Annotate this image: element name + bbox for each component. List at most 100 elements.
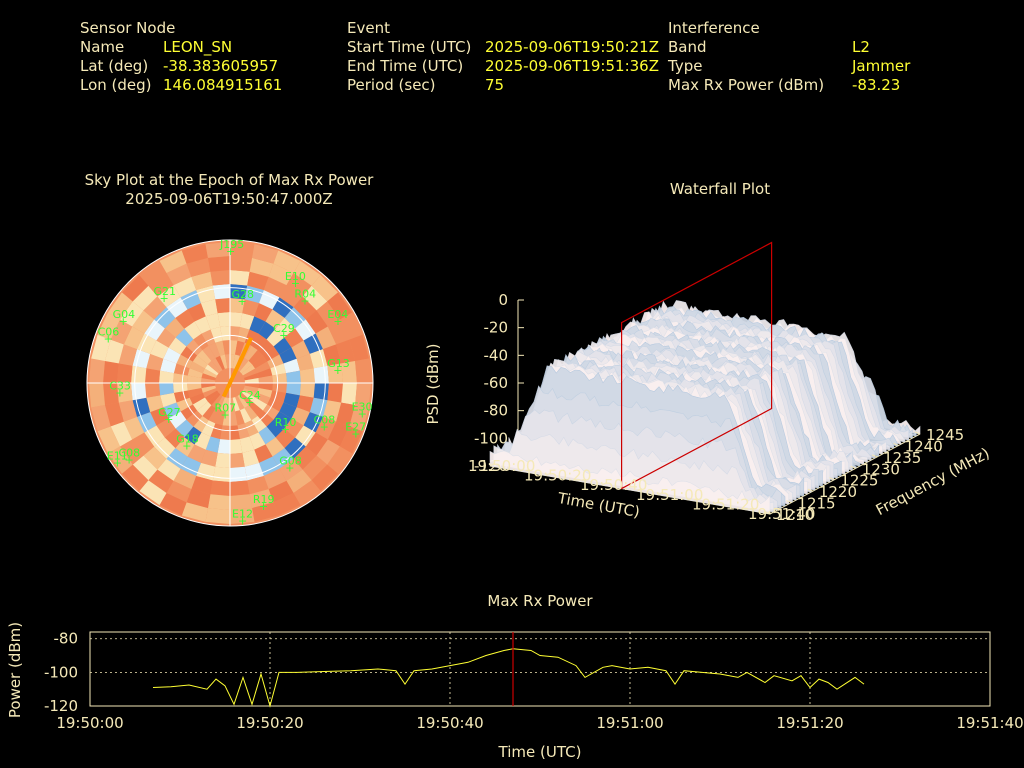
skyplot-cell <box>249 489 274 509</box>
skyplot-cell <box>191 476 213 495</box>
skyplot-cell <box>159 383 174 396</box>
skyplot-cell <box>232 354 240 369</box>
skyplot-cell <box>215 452 230 468</box>
skyplot-cell <box>193 415 209 433</box>
power-y-axis-label: Power (dBm) <box>6 622 24 718</box>
skyplot-cell <box>293 446 317 470</box>
skyplot-cell <box>311 464 339 492</box>
skyplot-cell <box>249 316 266 334</box>
satellite-label: R07 <box>214 401 236 414</box>
skyplot-cell <box>283 358 300 374</box>
skyplot-cell <box>121 464 149 492</box>
skyplot-cell <box>173 383 188 393</box>
sensor-name-label: Name <box>80 38 125 56</box>
skyplot-cell <box>241 364 256 376</box>
skyplot-cell <box>97 312 121 340</box>
satellite-label: G04 <box>113 308 136 321</box>
satellite-label: E04 <box>327 308 348 321</box>
skyplot-cell <box>163 402 181 419</box>
skyplot-cell <box>232 397 240 412</box>
satellite-marker: + <box>119 315 128 328</box>
skyplot-cell <box>263 276 287 298</box>
skyplot-cell <box>205 436 221 453</box>
skyplot-cell <box>189 392 205 405</box>
skyplot-cell <box>222 411 230 426</box>
maxpower-title: Max Rx Power <box>487 592 593 610</box>
skyplot-cell <box>239 360 253 374</box>
skyplot-cell <box>192 355 208 369</box>
satellite-marker: + <box>281 423 290 436</box>
skyplot-cell <box>173 468 197 490</box>
skyplot-cell <box>267 397 284 412</box>
waterfall-time-tick <box>489 462 496 467</box>
skyplot-cell <box>180 346 198 362</box>
skyplot-cell <box>323 400 342 422</box>
interference-band-value: L2 <box>852 38 870 56</box>
skyplot-cell <box>220 425 230 440</box>
skyplot-cell <box>186 489 211 509</box>
sensor-lat-label: Lat (deg) <box>80 57 149 75</box>
power-x-tick-label: 19:50:40 <box>416 714 483 732</box>
skyplot-cell <box>136 333 157 354</box>
satellite-marker: + <box>220 408 229 421</box>
skyplot-cell <box>339 426 363 454</box>
skyplot-cell <box>181 244 208 264</box>
skyplot-cell <box>272 383 287 393</box>
skyplot-cell <box>349 405 369 432</box>
skyplot-cell <box>341 383 357 406</box>
skyplot-cell <box>279 347 297 364</box>
sensor-lon-label: Lon (deg) <box>80 76 152 94</box>
power-y-tick-label: -120 <box>44 697 78 715</box>
skyplot-cell <box>166 297 188 318</box>
skyplot-cell <box>251 333 267 351</box>
satellite-marker: + <box>285 462 294 475</box>
skyplot-cell <box>302 455 328 481</box>
satellite-label: E12 <box>232 508 253 521</box>
skyplot-cell <box>173 363 190 376</box>
skyplot-cell <box>279 402 297 419</box>
skyplot-cell <box>175 419 194 438</box>
skyplot-cell <box>132 310 155 334</box>
power-plot-frame <box>89 631 991 707</box>
skyplot-cell <box>315 326 337 350</box>
skyplot-cell <box>97 426 121 454</box>
skyplot-cell <box>166 480 192 503</box>
skyplot-jammer-direction <box>221 336 253 398</box>
event-heading: Event <box>347 19 390 37</box>
skyplot-cell <box>215 355 225 371</box>
skyplot-cell <box>268 263 294 286</box>
skyplot-cell <box>224 354 230 369</box>
waterfall-time-tick <box>545 472 552 477</box>
skyplot-cell <box>159 492 187 516</box>
skyplot-cell <box>160 392 177 408</box>
skyplot-cell <box>242 449 260 467</box>
skyplot-cell <box>144 319 165 341</box>
sensor-lat-value: -38.383605957 <box>163 57 279 75</box>
waterfall-freq-tick <box>914 431 921 435</box>
skyplot-cell <box>104 402 124 427</box>
skyplot-cell <box>159 370 174 383</box>
skyplot-cell <box>164 317 185 338</box>
skyplot-cell <box>235 410 245 426</box>
skyplot-cell <box>263 468 287 490</box>
skyplot-cell <box>194 316 211 334</box>
sensor-name-value: LEON_SN <box>163 38 233 56</box>
skyplot-cell <box>262 404 280 420</box>
skyplot-cell <box>107 292 133 320</box>
skyplot-cell <box>200 299 218 317</box>
skyplot-cell <box>284 437 306 459</box>
skyplot-cell <box>244 385 259 393</box>
skyplot-cell <box>239 392 253 406</box>
waterfall-psd-axis-label: PSD (dBm) <box>424 343 442 424</box>
skyplot-cell <box>166 263 192 286</box>
event-end-value: 2025-09-06T19:51:36Z <box>485 57 659 75</box>
skyplot-cell <box>293 296 317 320</box>
waterfall-freq-tick-label: 1225 <box>840 472 878 490</box>
satellite-label: J195 <box>219 238 244 251</box>
waterfall-psd-tick-label: -100 <box>474 429 508 447</box>
skyplot-cell <box>296 353 314 371</box>
skyplot-cell <box>176 397 193 412</box>
skyplot-cell <box>244 420 259 437</box>
skyplot-cell <box>237 423 250 440</box>
